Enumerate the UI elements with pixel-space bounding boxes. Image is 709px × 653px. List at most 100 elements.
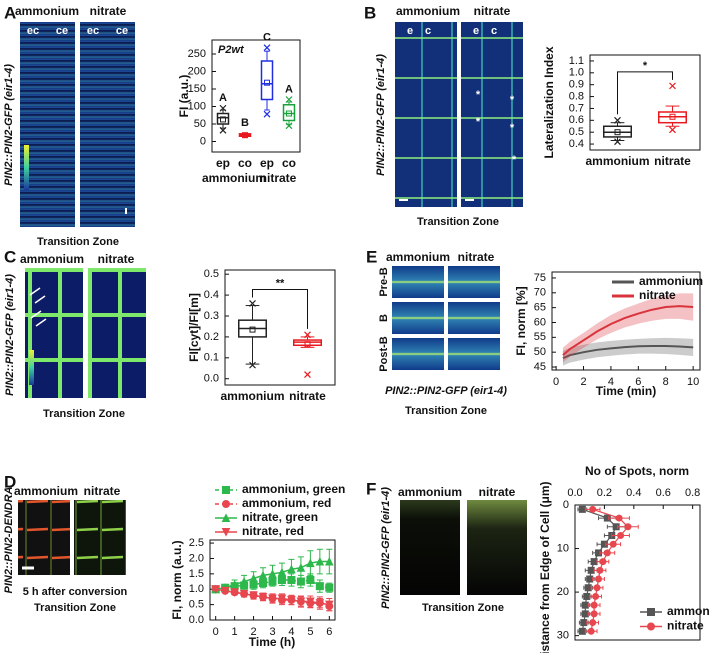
y-tick-label: 55: [534, 331, 546, 343]
x-tick-label: 8: [663, 376, 669, 388]
outlier: [614, 116, 621, 124]
outlier: [263, 44, 271, 52]
annotation: C: [263, 32, 271, 44]
image: [392, 338, 444, 370]
marker: [287, 564, 296, 574]
y-tick-label: 0.7: [569, 102, 584, 114]
zone-label: Transition Zone: [43, 408, 125, 420]
marker: [268, 569, 277, 578]
header: nitrate: [479, 485, 516, 499]
y-tick-label: 30: [557, 630, 569, 642]
image: [467, 500, 527, 595]
marker: [593, 584, 601, 592]
marker: [587, 566, 595, 574]
marker: [287, 596, 296, 605]
y-axis-label: Lateralization Index: [542, 46, 556, 158]
significance: *: [643, 60, 648, 72]
y-axis-label: FI, norm [%]: [514, 286, 528, 355]
x-tick-label: 2: [250, 626, 256, 638]
x-tick-label: 0.2: [597, 487, 612, 499]
y-tick-label: 0.4: [204, 289, 219, 301]
y-tick-label: 0.2: [204, 331, 219, 343]
construct-label: PIN2::PIN2-GFP (eir1-4): [3, 64, 15, 186]
significance-bracket: [617, 71, 673, 115]
marker: [315, 599, 325, 608]
marker: [249, 573, 258, 583]
mean: [264, 79, 270, 86]
colorbar: [29, 350, 34, 385]
y-tick-label: 2.0: [189, 552, 204, 564]
asterisk: *: [512, 154, 517, 166]
marker: [599, 558, 607, 566]
zone-label: Transition Zone: [34, 602, 116, 614]
mean: [286, 110, 292, 117]
marker: [222, 486, 230, 494]
header: ammonium: [398, 485, 462, 499]
x-tick-label: nitrate: [654, 154, 691, 168]
caption: 5 h after conversion: [23, 586, 128, 598]
marker: [249, 591, 258, 601]
y-tick-label: 65: [534, 302, 546, 314]
y-tick-label: 0.5: [189, 599, 204, 611]
box: [216, 112, 230, 125]
marker: [589, 619, 597, 627]
colorbar: [24, 145, 29, 190]
marker: [596, 566, 604, 574]
header: ammonium: [15, 4, 79, 18]
y-tick-label: 0: [563, 499, 569, 511]
y-tick-label: 50: [194, 118, 206, 130]
marker: [211, 585, 220, 594]
y-tick-label: 200: [188, 65, 206, 77]
marker: [615, 514, 623, 522]
y-tick-label: 250: [188, 48, 206, 60]
outlier: [285, 96, 293, 103]
marker: [595, 575, 603, 583]
annotation: A: [285, 83, 293, 95]
x-axis-label: No of Spots, norm: [585, 464, 689, 478]
image: [392, 266, 444, 298]
legend-label: ammonium, red: [242, 496, 331, 510]
x-tick-label: 6: [326, 626, 332, 638]
image: [74, 500, 126, 575]
image: [18, 500, 70, 575]
image: [461, 22, 523, 207]
marker: [221, 528, 231, 537]
outlier: [669, 82, 676, 90]
marker: [296, 577, 305, 586]
legend-label: ammonium, green: [242, 482, 345, 496]
x-tick-label: 0.8: [685, 487, 700, 499]
row-label: B: [378, 314, 390, 322]
marker: [258, 592, 268, 602]
marker: [583, 592, 591, 600]
marker: [647, 622, 655, 631]
band: [562, 293, 694, 363]
marker: [603, 549, 611, 557]
x-axis-label: Time (min): [596, 384, 656, 398]
y-tick-label: 0.3: [204, 310, 219, 322]
y-tick-label: 1.0: [569, 67, 584, 79]
legend-label: nitrate, red: [242, 524, 304, 538]
mean: [220, 116, 226, 123]
x-axis-label: Time (h): [249, 635, 295, 649]
image: [448, 338, 500, 370]
y-tick-label: 0.0: [204, 373, 219, 385]
group-label: ammonium: [202, 171, 266, 185]
panel-letter: A: [4, 3, 16, 22]
y-tick-label: 150: [188, 83, 206, 95]
header: ammonium: [386, 250, 450, 264]
marker: [581, 610, 589, 618]
asterisk: *: [476, 89, 481, 101]
legend-label: nitrate: [667, 619, 704, 633]
outlier: [304, 371, 311, 378]
marker: [230, 579, 239, 589]
marker: [578, 627, 586, 635]
panel-letter: F: [366, 479, 376, 498]
x-tick-label: 1: [232, 626, 238, 638]
mean: [669, 113, 676, 120]
header: nitrate: [458, 250, 495, 264]
legend-label: nitrate: [639, 288, 676, 302]
x-tick-label: 0.6: [656, 487, 671, 499]
panel-letter: E: [366, 247, 377, 266]
construct-label: PIN2::PIN2-GFP (eir1-4): [380, 487, 392, 609]
marker: [239, 589, 249, 599]
